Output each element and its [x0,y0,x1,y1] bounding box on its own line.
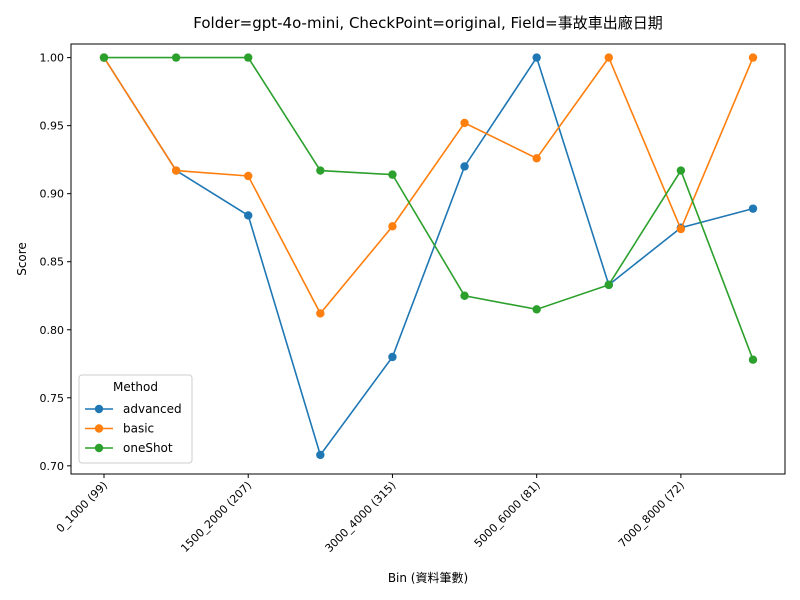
y-tick-label: 1.00 [40,52,65,65]
legend-box [78,374,193,464]
y-tick-label: 0.95 [40,120,65,133]
data-point-advanced [388,352,397,362]
chart-title: Folder=gpt-4o-mini, CheckPoint=original,… [193,14,662,32]
data-point-advanced [748,204,758,213]
data-point-basic [244,171,253,181]
data-point-basic [676,224,686,234]
legend: Method advanced basic oneShot [78,374,193,464]
data-point-basic [748,53,758,62]
data-point-basic [171,166,181,175]
x-axis-label: Bin (資料筆數) [388,571,468,585]
data-point-oneShot [748,355,758,364]
data-point-basic [532,154,541,163]
legend-label-oneShot: oneShot [123,441,173,455]
data-point-oneShot [316,166,325,175]
legend-marker-oneShot [94,443,104,453]
legend-marker-advanced [94,404,104,414]
y-tick-label: 0.75 [40,392,65,405]
y-tick-label: 0.80 [40,324,65,337]
data-point-basic [388,222,397,231]
series-line-basic [103,55,754,315]
data-point-oneShot [388,170,397,179]
y-tick-label: 0.90 [40,188,65,201]
data-point-oneShot [460,291,469,300]
data-point-oneShot [676,166,686,175]
data-point-advanced [532,53,541,62]
series-line-advanced [103,55,754,457]
legend-label-basic: basic [123,422,154,436]
data-point-oneShot [532,305,541,314]
data-point-advanced [316,450,325,460]
series-line-oneShot [104,56,754,360]
legend-title: Method [113,380,158,394]
data-point-oneShot [99,53,109,62]
data-point-basic [460,118,469,128]
data-point-advanced [460,162,469,171]
data-point-oneShot [604,280,613,290]
y-axis-label: Score [15,242,29,276]
data-point-oneShot [171,53,181,62]
y-tick-label: 0.85 [40,256,65,269]
data-point-basic [316,309,325,318]
data-point-oneShot [244,53,253,62]
legend-marker-basic [94,424,104,433]
legend-label-advanced: advanced [123,402,182,416]
y-tick-label: 0.70 [40,460,65,473]
data-point-basic [604,53,613,62]
data-point-advanced [244,211,253,220]
axes-frame [70,43,786,475]
